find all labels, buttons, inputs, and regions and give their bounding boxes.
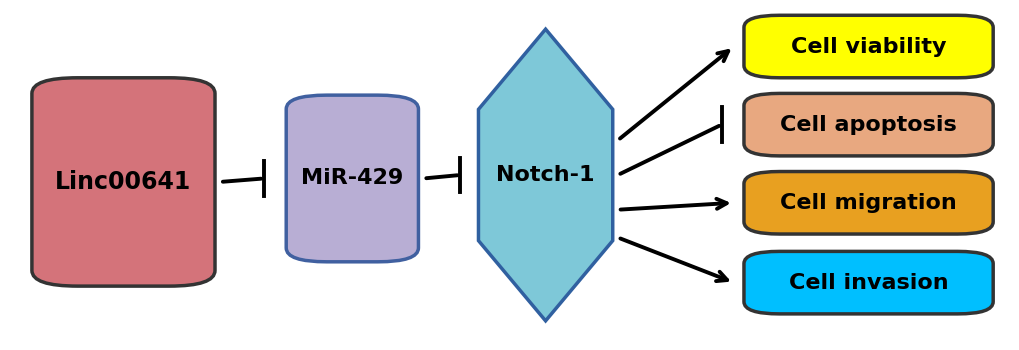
Text: Notch-1: Notch-1 [496, 165, 594, 185]
FancyBboxPatch shape [743, 93, 993, 156]
Text: Cell apoptosis: Cell apoptosis [780, 115, 956, 135]
Text: Cell viability: Cell viability [790, 36, 946, 57]
FancyBboxPatch shape [286, 95, 418, 262]
FancyBboxPatch shape [32, 78, 215, 286]
FancyBboxPatch shape [743, 15, 993, 78]
Text: Cell migration: Cell migration [780, 193, 956, 213]
Text: Linc00641: Linc00641 [55, 170, 192, 194]
Text: MiR-429: MiR-429 [301, 168, 404, 188]
Polygon shape [478, 29, 612, 321]
FancyBboxPatch shape [743, 251, 993, 314]
Text: Cell invasion: Cell invasion [788, 273, 948, 293]
FancyBboxPatch shape [743, 172, 993, 234]
